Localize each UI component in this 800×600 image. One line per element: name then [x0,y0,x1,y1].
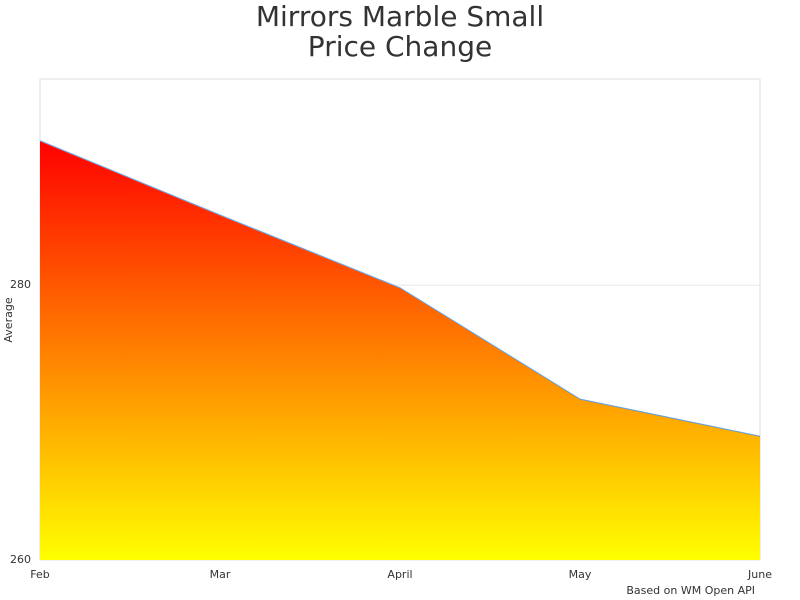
credit: Based on WM Open API [626,584,755,597]
chart-title: Price Change [308,30,492,63]
x-tick-label: Feb [30,568,49,581]
y-axis-label: Average [2,297,15,342]
y-tick-label: 280 [10,278,31,291]
x-tick-label: May [569,568,592,581]
x-tick-label: Mar [210,568,231,581]
line [39,140,761,437]
x-tick-label: June [747,568,772,581]
x-tick-label: April [387,568,412,581]
area [40,140,760,561]
chart-title: Mirrors Marble Small [256,0,544,33]
y-tick-label: 260 [10,553,31,566]
